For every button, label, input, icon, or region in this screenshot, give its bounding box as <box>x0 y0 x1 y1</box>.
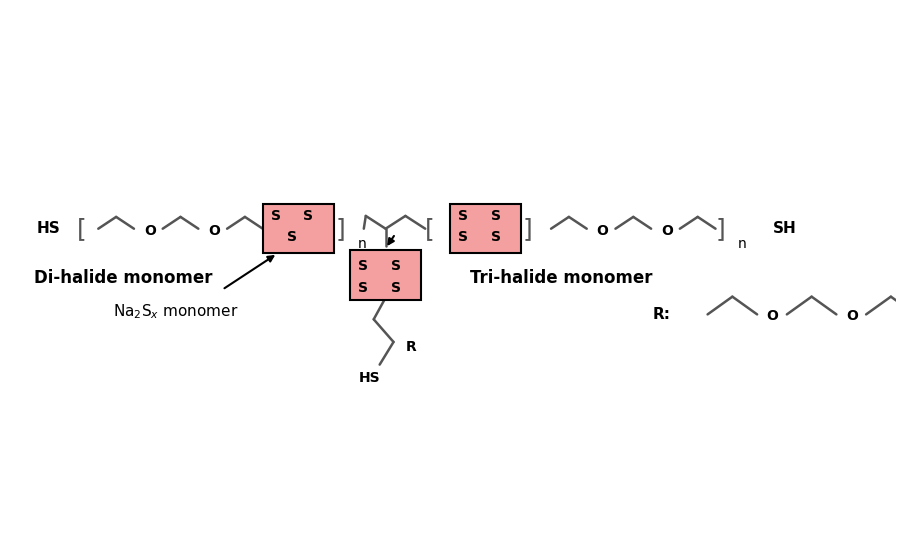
Text: O: O <box>597 224 608 238</box>
Text: n: n <box>737 238 746 251</box>
FancyBboxPatch shape <box>350 250 421 300</box>
Text: S: S <box>491 209 500 223</box>
Text: S: S <box>303 209 313 223</box>
Text: SH: SH <box>773 221 796 236</box>
Text: R:: R: <box>653 307 671 322</box>
Text: S: S <box>287 229 298 244</box>
Text: S: S <box>458 229 468 244</box>
Text: HS: HS <box>359 371 381 386</box>
Text: S: S <box>358 259 368 273</box>
Text: Tri-halide monomer: Tri-halide monomer <box>470 269 652 287</box>
Text: HS: HS <box>37 221 60 236</box>
Text: Na$_2$S$_x$ monomer: Na$_2$S$_x$ monomer <box>113 302 238 321</box>
Text: O: O <box>766 309 778 323</box>
Text: n: n <box>358 238 366 251</box>
Text: [: [ <box>76 217 86 241</box>
Text: [: [ <box>425 217 435 241</box>
FancyBboxPatch shape <box>450 204 521 254</box>
Text: O: O <box>661 224 673 238</box>
FancyBboxPatch shape <box>263 204 334 254</box>
Text: R: R <box>405 340 416 354</box>
Text: Di-halide monomer: Di-halide monomer <box>34 269 212 287</box>
Text: ]: ] <box>522 217 532 241</box>
Text: S: S <box>358 281 368 295</box>
Text: S: S <box>391 281 401 295</box>
Text: O: O <box>846 309 859 323</box>
Text: ]: ] <box>335 217 345 241</box>
Text: S: S <box>391 259 401 273</box>
Text: S: S <box>491 229 500 244</box>
Text: O: O <box>144 224 156 238</box>
Text: ]: ] <box>716 217 725 241</box>
Text: S: S <box>458 209 468 223</box>
Text: O: O <box>208 224 220 238</box>
Text: S: S <box>271 209 281 223</box>
